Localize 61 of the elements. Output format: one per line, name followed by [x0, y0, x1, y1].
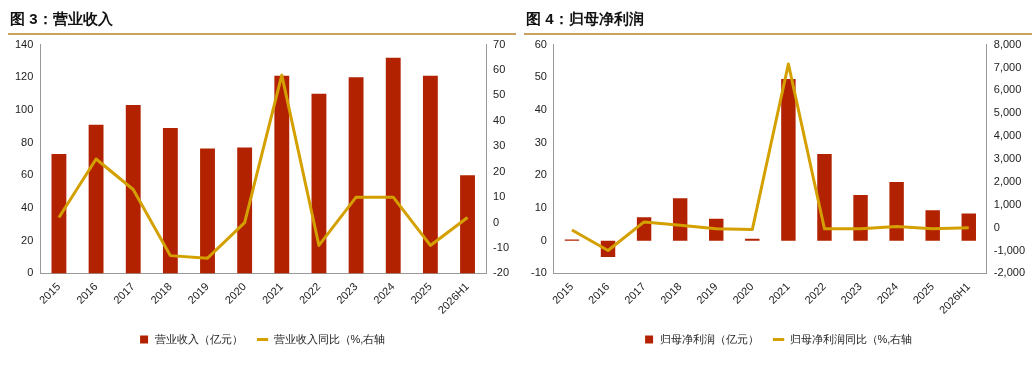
y-tick-label: 100 [14, 103, 34, 116]
bar [422, 75, 438, 274]
legend-label: 归母净利润（亿元） [660, 332, 760, 345]
y2-tick-label: -1,000 [993, 243, 1026, 256]
y-tick-label: 0 [27, 266, 34, 279]
y2-tick-label: 20 [493, 164, 506, 177]
bar [961, 213, 976, 241]
legend-label: 归母净利润同比（%,右轴 [789, 332, 913, 345]
y2-tick-label: 10 [493, 190, 506, 203]
bar [925, 210, 940, 241]
chart-title: 图 4：归母净利润 [524, 8, 1032, 35]
y-tick-label: 80 [21, 135, 34, 148]
y2-tick-label: 8,000 [993, 37, 1022, 50]
y-tick-label: 120 [14, 70, 34, 83]
y-tick-label: 30 [534, 135, 547, 148]
y2-tick-label: 70 [493, 37, 506, 50]
y2-tick-label: 6,000 [993, 83, 1022, 96]
y2-tick-label: 60 [493, 63, 506, 76]
y2-tick-label: 30 [493, 139, 506, 152]
bar [853, 194, 868, 241]
bar [672, 198, 688, 241]
y2-tick-label: -2,000 [993, 266, 1026, 279]
y2-tick-label: 0 [993, 220, 1000, 233]
y2-tick-label: 3,000 [993, 152, 1022, 165]
legend-label: 营业收入（亿元） [155, 332, 244, 345]
bar [274, 75, 290, 274]
y2-tick-label: 5,000 [993, 106, 1022, 119]
y2-tick-label: 0 [493, 215, 500, 228]
bar [385, 57, 401, 274]
y-tick-label: 40 [21, 201, 34, 214]
bar [889, 181, 904, 241]
bar [781, 78, 796, 241]
y2-tick-label: 40 [493, 113, 506, 126]
bar [348, 77, 364, 274]
y-tick-label: 140 [14, 37, 34, 50]
y-tick-label: 60 [21, 168, 34, 181]
bar [237, 147, 253, 274]
y-tick-label: 0 [540, 233, 547, 246]
y2-tick-label: -10 [493, 241, 510, 254]
y2-tick-label: -20 [493, 266, 510, 279]
bar [88, 124, 104, 274]
legend-label: 营业收入同比（%,右轴 [273, 332, 386, 345]
y-tick-label: 20 [534, 168, 547, 181]
y-tick-label: -10 [530, 266, 547, 279]
y-tick-label: 10 [534, 201, 547, 214]
y2-tick-label: 50 [493, 88, 506, 101]
bar [200, 148, 215, 274]
y-tick-label: 60 [534, 37, 547, 50]
y-tick-label: 50 [534, 70, 547, 83]
chart-title: 图 3：营业收入 [8, 8, 516, 35]
bar [125, 105, 141, 274]
y2-tick-label: 7,000 [993, 60, 1022, 73]
bar [51, 154, 67, 274]
y-tick-label: 40 [534, 103, 547, 116]
y2-tick-label: 1,000 [993, 197, 1022, 210]
bar [162, 127, 178, 274]
y2-tick-label: 4,000 [993, 129, 1022, 142]
bar [817, 154, 832, 241]
bar [460, 175, 475, 274]
y-tick-label: 20 [21, 233, 34, 246]
y2-tick-label: 2,000 [993, 174, 1022, 187]
